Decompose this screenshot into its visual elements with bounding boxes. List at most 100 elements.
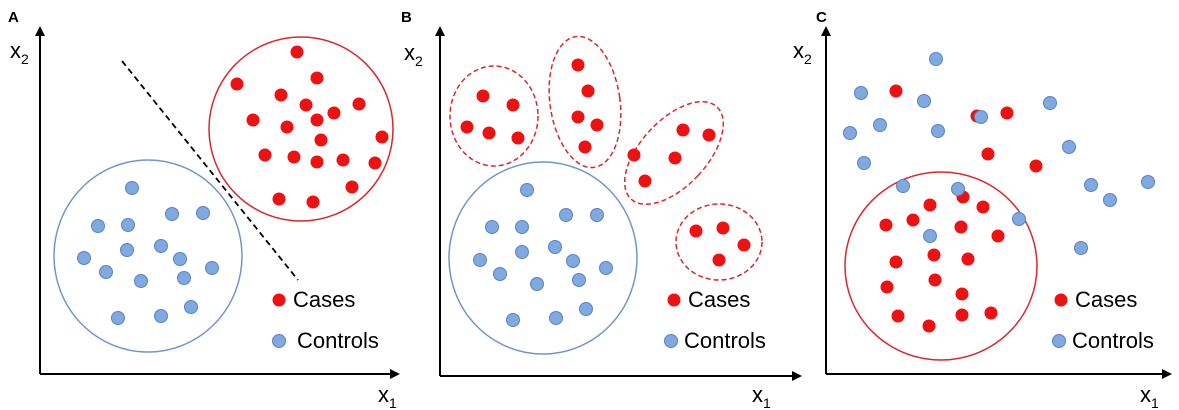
panel-a-legend-cases-label: Cases (293, 287, 355, 312)
panel-b-case-point-8 (571, 110, 585, 124)
panel-b-control-point-12 (572, 273, 586, 287)
panel-b-case-point-2 (506, 98, 520, 112)
panel-b-y-label: x2 (404, 40, 423, 69)
panel-b-case-point-5 (511, 131, 525, 145)
panel-c-case-point-12 (991, 229, 1005, 243)
panel-b-control-point-16 (579, 302, 593, 316)
panel-c-legend-controls-label: Controls (1072, 328, 1154, 353)
panel-b-legend-controls-marker (664, 334, 678, 348)
panel-b-case-point-13 (627, 148, 641, 162)
panel-c-case-point-13 (889, 255, 903, 269)
panel-b: B x2 x1 Cases Controls (401, 9, 802, 410)
panel-a-control-point-11 (134, 274, 148, 288)
panel-c-case-point-1 (889, 84, 903, 98)
panel-c-control-point-9 (857, 156, 871, 170)
panel-b-case-point-15 (638, 174, 652, 188)
panel-b-control-point-8 (548, 240, 562, 254)
panel-c-case-point-18 (955, 287, 969, 301)
panel-c-case-point-11 (954, 220, 968, 234)
panel-b-control-point-2 (485, 220, 499, 234)
panel-a-cases-boundary (208, 36, 394, 222)
panel-a-case-point-7 (352, 97, 366, 111)
panel-a-label: A (8, 9, 19, 26)
panel-b-points (460, 58, 751, 327)
panel-a-case-point-5 (299, 98, 313, 112)
panel-a-control-point-12 (177, 271, 191, 285)
panel-c-control-point-1 (929, 52, 943, 66)
panel-a-control-point-13 (205, 261, 219, 275)
panel-c-case-point-22 (984, 306, 998, 320)
panel-a-case-point-18 (272, 192, 286, 206)
panel-b-control-point-14 (506, 313, 520, 327)
panel-a-x-label: x1 (378, 382, 397, 410)
panel-a-control-point-7 (120, 243, 134, 257)
panel-c-control-point-8 (1043, 96, 1057, 110)
panel-c-case-point-14 (927, 248, 941, 262)
panel-c-control-point-13 (1084, 178, 1098, 192)
panel-b-case-point-3 (460, 120, 474, 134)
panel-a-y-label: x2 (10, 38, 29, 67)
panel-b-case-subgroup-2 (548, 35, 622, 169)
panel-c-control-point-2 (854, 86, 868, 100)
panel-b-control-point-13 (599, 261, 613, 275)
panel-c-control-point-4 (843, 126, 857, 140)
panel-a-control-point-14 (111, 311, 125, 325)
panel-b-case-point-7 (581, 84, 595, 98)
panel-a-control-point-2 (91, 219, 105, 233)
panel-c-case-point-20 (922, 319, 936, 333)
panel-c-y-label: x2 (793, 38, 812, 67)
panel-b-control-point-4 (559, 208, 573, 222)
panel-c-case-point-16 (880, 280, 894, 294)
panel-b-case-point-11 (676, 123, 690, 137)
panel-a-case-point-3 (310, 71, 324, 85)
panel-c-label: C (816, 9, 827, 26)
panel-b-case-point-16 (689, 224, 703, 238)
panel-a-case-point-11 (258, 148, 272, 162)
panel-b-x-label: x1 (752, 382, 771, 410)
panel-c-control-point-6 (931, 124, 945, 138)
panel-c-control-point-15 (1141, 175, 1155, 189)
panel-c-control-point-17 (923, 229, 937, 243)
panel-a-case-point-4 (274, 88, 288, 102)
panel-b-legend-controls-label: Controls (684, 328, 766, 353)
panel-a-case-point-20 (314, 133, 328, 147)
panel-a-case-point-19 (306, 195, 320, 209)
panel-a-case-point-15 (368, 156, 382, 170)
panel-b-control-point-7 (515, 245, 529, 259)
panel-c-points (843, 52, 1155, 333)
panel-b-case-point-19 (712, 253, 726, 267)
panel-a-control-point-5 (196, 206, 210, 220)
panel-b-control-point-6 (473, 253, 487, 267)
panel-c-control-point-10 (1062, 140, 1076, 154)
panel-b-control-point-15 (549, 311, 563, 325)
panel-a-case-point-12 (287, 150, 301, 164)
panel-a-case-point-8 (246, 113, 260, 127)
panel-a-control-point-9 (173, 252, 187, 266)
panel-b-control-point-10 (493, 267, 507, 281)
panel-c-case-point-17 (928, 273, 942, 287)
panel-b-case-point-10 (578, 140, 592, 154)
panel-a-control-point-16 (184, 300, 198, 314)
panel-c-case-point-21 (955, 308, 969, 322)
panel-a-control-point-15 (154, 309, 168, 323)
panel-a-legend-controls-label: Controls (297, 328, 379, 353)
panel-c-control-point-5 (873, 118, 887, 132)
panel-a-points (77, 45, 389, 325)
panel-b-control-point-11 (530, 277, 544, 291)
panel-b-legend-cases-label: Cases (688, 287, 750, 312)
panel-b-control-point-9 (566, 254, 580, 268)
panel-c-x-label: x1 (1140, 382, 1159, 410)
panel-a-case-point-1 (230, 77, 244, 91)
panel-b-controls-boundary (448, 161, 638, 355)
panel-c-control-point-14 (1103, 193, 1117, 207)
panel-a-controls-boundary (53, 159, 243, 353)
panel-a-case-point-13 (310, 155, 324, 169)
panel-a-control-point-1 (125, 181, 139, 195)
panel-b-case-point-17 (716, 221, 730, 235)
panel-b-legend-cases-marker (667, 293, 681, 307)
panel-c-legend-controls-marker (1052, 334, 1066, 348)
panel-b-case-point-12 (702, 128, 716, 142)
panel-a: A x2 x1 Cases Controls (8, 9, 400, 410)
panel-b-case-point-9 (590, 118, 604, 132)
panel-a-case-point-2 (290, 45, 304, 59)
